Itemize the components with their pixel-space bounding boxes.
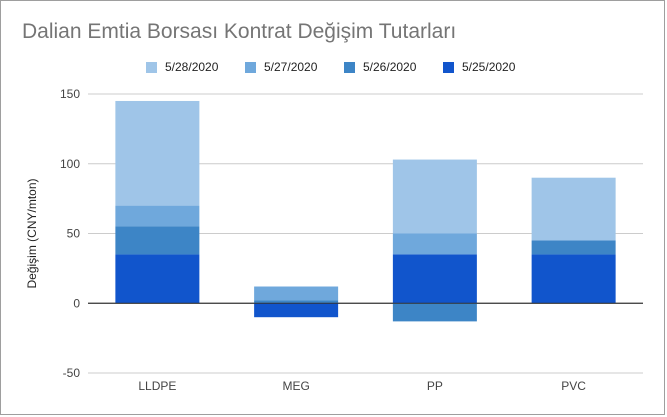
bar-meg-5-27-2020 <box>254 286 339 301</box>
legend-label-5-28: 5/28/2020 <box>165 60 219 74</box>
y-tick-label: 150 <box>60 87 80 101</box>
bar-pvc-5-28-2020 <box>531 177 616 241</box>
chart-title: Dalian Emtia Borsası Kontrat Değişim Tut… <box>22 20 457 43</box>
legend-item-5-26[interactable]: 5/26/2020 <box>344 57 416 77</box>
bar-pp-5-28-2020 <box>392 159 477 234</box>
legend-item-5-27[interactable]: 5/27/2020 <box>245 57 317 77</box>
y-tick-label: -50 <box>63 366 81 380</box>
x-tick-label: PVC <box>561 379 586 393</box>
x-tick-label: MEG <box>282 379 309 393</box>
y-tick-label: 100 <box>60 157 80 171</box>
y-axis-title: Değişim (CNY/mton) <box>25 178 39 288</box>
legend: 5/28/2020 5/27/2020 5/26/2020 5/25/2020 <box>0 57 667 77</box>
bar-meg-5-26-2020 <box>254 300 339 304</box>
bar-pp-5-27-2020 <box>392 233 477 255</box>
legend-label-5-26: 5/26/2020 <box>363 60 417 74</box>
bar-pp-5-25-2020 <box>392 254 477 304</box>
bar-lldpe-5-25-2020 <box>115 254 200 304</box>
y-tick-label: 50 <box>67 227 81 241</box>
bar-pvc-5-26-2020 <box>531 240 616 255</box>
x-tick-label: PP <box>427 379 443 393</box>
bar-lldpe-5-27-2020 <box>115 205 200 227</box>
y-tick-label: 0 <box>73 296 80 310</box>
legend-swatch-5-28 <box>146 61 157 73</box>
legend-swatch-5-26 <box>344 61 355 73</box>
legend-label-5-27: 5/27/2020 <box>264 60 318 74</box>
bar-pvc-5-25-2020 <box>531 254 616 304</box>
bar-pp-5-26-2020 <box>392 303 477 322</box>
bar-lldpe-5-28-2020 <box>115 100 200 206</box>
x-tick-label: LLDPE <box>138 379 176 393</box>
legend-swatch-5-25 <box>443 61 454 73</box>
bar-lldpe-5-26-2020 <box>115 226 200 255</box>
legend-label-5-25: 5/25/2020 <box>462 60 516 74</box>
legend-item-5-28[interactable]: 5/28/2020 <box>146 57 218 77</box>
bar-meg-5-25-2020 <box>254 303 339 318</box>
legend-item-5-25[interactable]: 5/25/2020 <box>443 57 515 77</box>
legend-swatch-5-27 <box>245 61 256 73</box>
